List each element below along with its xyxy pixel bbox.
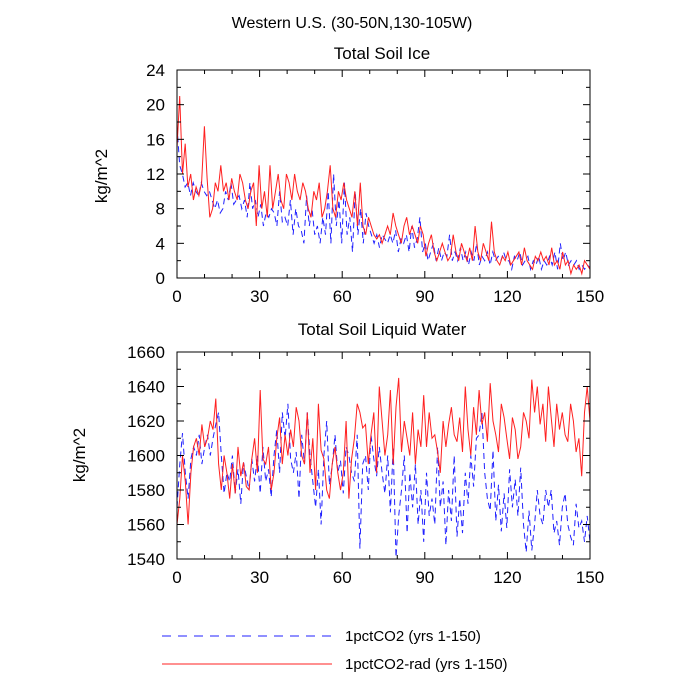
x-tick-label: 60: [333, 568, 352, 587]
x-tick-label: 120: [493, 568, 521, 587]
y-axis-label: kg/m^2: [70, 428, 89, 482]
y-tick-label: 1560: [127, 516, 165, 535]
y-tick-label: 8: [156, 200, 165, 219]
y-tick-label: 1540: [127, 550, 165, 569]
y-tick-label: 1620: [127, 412, 165, 431]
series-line-1pctco2-rad: [176, 377, 591, 525]
legend-label: 1pctCO2-rad (yrs 1-150): [345, 656, 508, 673]
legend: 1pctCO2 (yrs 1-150) 1pctCO2-rad (yrs 1-1…: [162, 628, 508, 673]
y-tick-label: 1640: [127, 378, 165, 397]
x-tick-label: 30: [250, 568, 269, 587]
series-line-1pctco2: [176, 403, 591, 558]
chart-panel-soil-ice: Total Soil Ice kg/m^2 0 30 60 90 120 150 0 4 8 12…: [92, 44, 604, 306]
y-tick-label: 20: [146, 96, 165, 115]
plot-frame: [176, 69, 591, 279]
chart-title: Total Soil Ice: [334, 44, 430, 63]
figure-title: Western U.S. (30-50N,130-105W): [232, 15, 473, 32]
chart-title: Total Soil Liquid Water: [298, 320, 467, 339]
y-tick-label: 4: [156, 234, 165, 253]
x-tick-label: 90: [415, 287, 434, 306]
x-tick-label: 60: [333, 287, 352, 306]
legend-item-1pctco2: 1pctCO2 (yrs 1-150): [162, 628, 481, 645]
series-line-1pctco2-rad: [176, 95, 591, 276]
series-line-1pctco2: [176, 126, 591, 272]
x-tick-label: 150: [576, 568, 604, 587]
y-tick-label: 1580: [127, 481, 165, 500]
x-tick-label: 150: [576, 287, 604, 306]
x-tick-label: 0: [172, 287, 181, 306]
chart-panel-soil-liquid-water: Total Soil Liquid Water kg/m^2 0 30 60 90 12…: [70, 320, 604, 587]
y-tick-label: 1660: [127, 343, 165, 362]
legend-label: 1pctCO2 (yrs 1-150): [345, 628, 481, 645]
legend-item-1pctco2-rad: 1pctCO2-rad (yrs 1-150): [162, 656, 508, 673]
y-tick-label: 0: [156, 269, 165, 288]
x-tick-label: 120: [493, 287, 521, 306]
y-axis-label: kg/m^2: [92, 149, 111, 203]
y-tick-label: 16: [146, 130, 165, 149]
y-tick-label: 12: [146, 165, 165, 184]
x-tick-label: 90: [415, 568, 434, 587]
y-tick-label: 1600: [127, 447, 165, 466]
x-tick-label: 30: [250, 287, 269, 306]
y-tick-label: 24: [146, 61, 165, 80]
x-tick-label: 0: [172, 568, 181, 587]
